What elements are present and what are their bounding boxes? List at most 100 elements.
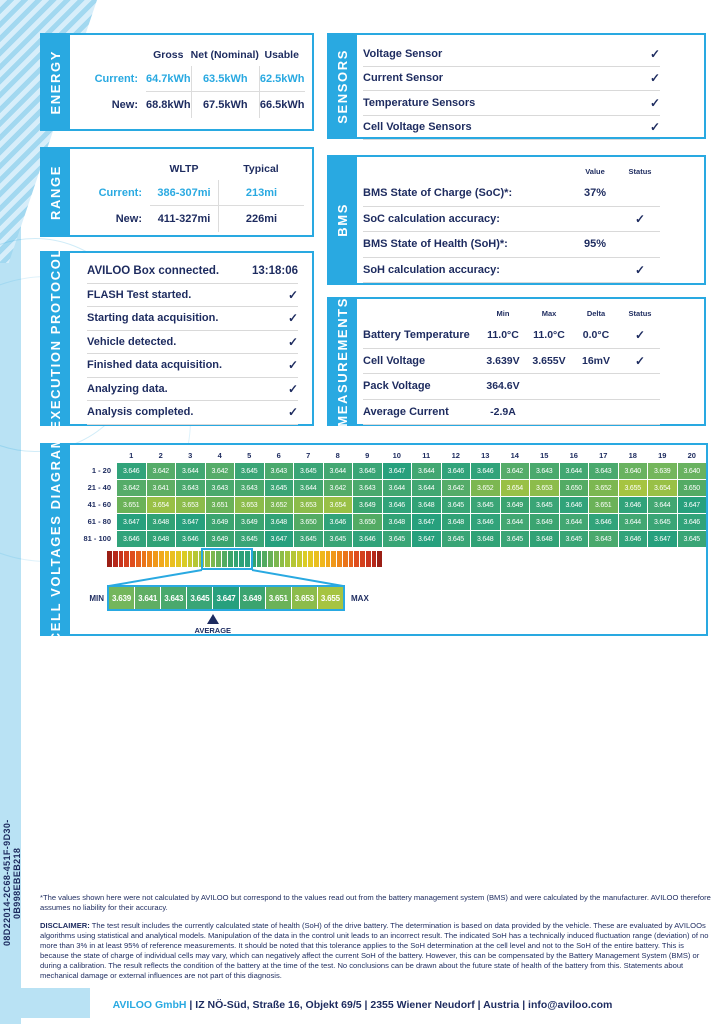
cell-voltage-cell: 3.652 <box>471 480 500 496</box>
measurements-header-delta: Delta <box>586 308 606 318</box>
protocol-row: Finished data acquisition. ✓ <box>87 354 298 378</box>
cell-voltage-cell: 3.643 <box>205 480 234 496</box>
cell-voltage-cell: 3.649 <box>353 497 382 513</box>
cell-voltage-cell: 3.643 <box>353 480 382 496</box>
cell-column-header: 17 <box>599 451 608 460</box>
range-row-label: New: <box>115 213 142 225</box>
gradient-segment <box>158 551 164 567</box>
cell-voltage-cell: 3.648 <box>146 514 175 530</box>
cell-column-header: 20 <box>687 451 696 460</box>
gradient-segment <box>319 551 325 567</box>
range-panel: RANGE WLTP Typical Current: 386-307mi 21… <box>40 147 314 237</box>
cell-voltage-cell: 3.649 <box>205 514 234 530</box>
cell-column-header: 9 <box>365 451 370 460</box>
cell-voltage-cell: 3.653 <box>294 497 323 513</box>
cell-voltage-cell: 3.653 <box>176 497 205 513</box>
energy-value: 66.5kWh <box>258 92 305 118</box>
gradient-segment <box>112 551 118 567</box>
scale-value-cell: 3.647 <box>213 587 239 609</box>
protocol-timestamp: 13:18:06 <box>251 265 298 278</box>
cell-voltages-tab-label: CELL VOLTAGES DIAGRAM <box>47 436 63 643</box>
protocol-step-label: Analysis completed. <box>87 406 194 419</box>
company-address: | IZ NÖ-Süd, Straße 16, Objekt 69/5 | 23… <box>186 999 613 1011</box>
cell-voltage-cell: 3.644 <box>412 463 441 479</box>
cell-voltage-cell: 3.642 <box>323 480 352 496</box>
cell-voltage-cell: 3.645 <box>500 531 529 547</box>
range-value: 213mi <box>218 180 304 206</box>
cell-voltages-diagram-panel: CELL VOLTAGES DIAGRAM 1 2 3 4 5 6 7 8 9 10 11 12 13 1… <box>40 436 708 643</box>
cell-voltage-cell: 3.646 <box>471 463 500 479</box>
measurement-max: 11.0°C <box>533 329 565 342</box>
bms-row: BMS State of Health (SoH)*: 95% <box>363 232 660 258</box>
energy-value: 68.8kWh <box>146 99 191 111</box>
sensor-label: Cell Voltage Sensors <box>363 121 472 134</box>
gradient-segment <box>360 551 365 567</box>
voltage-scale-zoom-bar: 3.639 3.641 3.643 3.645 3.647 3.649 3.651 3.653… <box>107 585 345 611</box>
check-icon: ✓ <box>649 120 660 135</box>
cell-row-label: 1 - 20 <box>91 466 111 475</box>
gradient-segment <box>371 551 377 567</box>
cell-voltage-cell: 3.646 <box>323 514 352 530</box>
bms-row-label: SoH calculation accuracy: <box>363 263 500 276</box>
range-tab: RANGE <box>40 147 70 237</box>
bms-tab: BMS <box>327 155 357 285</box>
gradient-segment <box>354 551 359 567</box>
cell-voltage-cell: 3.648 <box>471 531 500 547</box>
cell-voltage-cell: 3.645 <box>471 497 500 513</box>
measurement-row: Pack Voltage 364.6V <box>363 374 660 400</box>
measurement-row: Cell Voltage 3.639V 3.655V 16mV ✓ <box>363 349 660 374</box>
protocol-row: Starting data acquisition. ✓ <box>87 307 298 331</box>
cell-voltage-cell: 3.652 <box>264 497 293 513</box>
measurements-tab: MEASUREMENTS <box>327 297 357 426</box>
scale-value-cell: 3.641 <box>135 587 161 609</box>
cell-column-header: 15 <box>540 451 549 460</box>
cell-voltage-cell: 3.645 <box>559 531 588 547</box>
scale-value-cell: 3.655 <box>317 587 343 609</box>
gradient-segment <box>107 551 112 567</box>
sensor-label: Voltage Sensor <box>363 47 443 60</box>
cell-column-header: 14 <box>510 451 519 460</box>
gradient-segment <box>262 551 267 567</box>
bms-header-row: Value Status <box>363 161 660 181</box>
cell-voltage-cell: 3.645 <box>441 531 470 547</box>
gradient-segment <box>118 551 124 567</box>
energy-row-label: New: <box>111 99 138 111</box>
cell-voltage-cell: 3.645 <box>441 497 470 513</box>
cell-voltage-cell: 3.647 <box>412 531 441 547</box>
measurements-header-max: Max <box>541 308 557 318</box>
average-label: AVERAGE <box>194 626 232 635</box>
bms-row: SoH calculation accuracy: ✓ <box>363 258 660 283</box>
range-tab-label: RANGE <box>47 164 63 220</box>
protocol-step-label: FLASH Test started. <box>87 288 192 301</box>
measurements-header-row: Min Max Delta Status <box>363 303 660 323</box>
energy-value: 67.5kWh <box>190 92 259 118</box>
measurement-label: Average Current <box>363 405 449 418</box>
cell-column-header: 6 <box>276 451 281 460</box>
gradient-segment <box>256 551 262 567</box>
protocol-row: AVILOO Box connected. 13:18:06 <box>87 260 298 284</box>
cell-column-header: 11 <box>422 451 431 460</box>
cell-voltage-cell: 3.644 <box>559 514 588 530</box>
cell-voltage-cell: 3.645 <box>294 531 323 547</box>
cell-voltage-cell: 3.645 <box>235 463 264 479</box>
report-serial-number: 08D22014-2C68-451F-9D30-0B998EBEB218 <box>2 819 22 947</box>
gradient-segment <box>147 551 152 567</box>
footnotes: *The values shown here were not calculat… <box>40 893 712 989</box>
cell-voltage-cell: 3.646 <box>559 497 588 513</box>
scale-value-cell: 3.653 <box>291 587 317 609</box>
cell-voltage-cell: 3.649 <box>500 497 529 513</box>
cell-voltage-cell: 3.644 <box>294 480 323 496</box>
scale-value-cell: 3.639 <box>109 587 135 609</box>
energy-value: 62.5kWh <box>258 66 305 92</box>
bms-panel: BMS Value Status BMS State of Charge (So… <box>327 155 706 285</box>
cell-voltage-cell: 3.648 <box>530 531 559 547</box>
disclaimer: DISCLAIMER: The test result includes the… <box>40 921 712 981</box>
gradient-segment <box>268 551 273 567</box>
voltage-gradient-bar <box>107 551 382 567</box>
cell-voltage-cell: 3.653 <box>530 480 559 496</box>
cell-column-header: 13 <box>481 451 490 460</box>
gradient-segment <box>245 551 250 567</box>
cell-voltage-cell: 3.649 <box>205 531 234 547</box>
cell-voltage-cell: 3.650 <box>677 480 706 496</box>
cell-voltage-cell: 3.650 <box>559 480 588 496</box>
